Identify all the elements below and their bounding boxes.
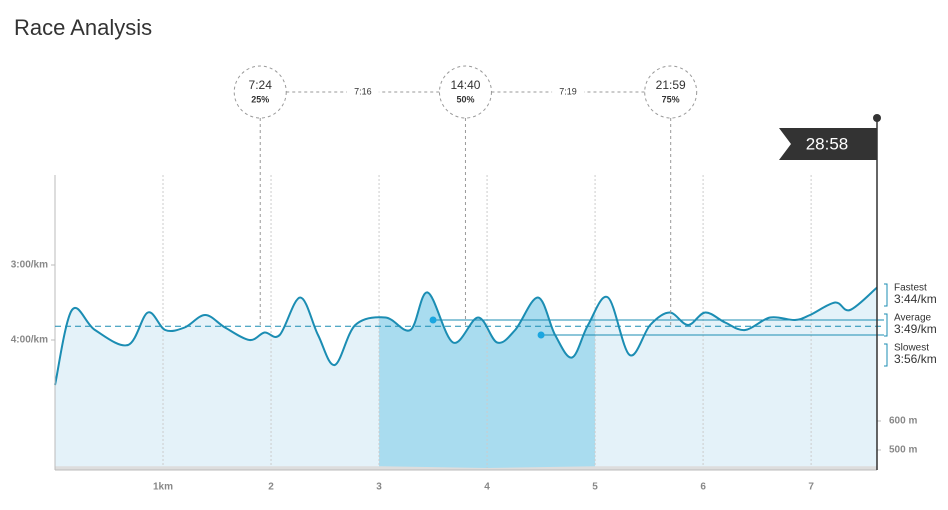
split-percent: 25%: [251, 94, 269, 104]
x-tick-label: 5: [592, 482, 598, 493]
interval-label: 7:19: [559, 86, 577, 96]
slowest-dot: [537, 331, 545, 339]
interval-bg: [552, 85, 585, 99]
x-tick-label: 1km: [153, 482, 173, 493]
finish-flag: [779, 128, 877, 160]
x-tick-label: 3: [376, 482, 382, 493]
split-percent: 75%: [662, 94, 680, 104]
fastest-dot: [429, 316, 437, 324]
finish-time: 28:58: [806, 134, 849, 153]
split-time: 21:59: [656, 78, 686, 92]
split-percent: 50%: [456, 94, 474, 104]
chart-title: Race Analysis: [14, 15, 152, 40]
split-time: 14:40: [450, 78, 480, 92]
average-bracket: [884, 313, 888, 337]
interval-bg: [346, 85, 379, 99]
x-tick-label: 6: [700, 482, 706, 493]
fastest-label: Fastest: [894, 283, 927, 294]
x-tick-label: 2: [268, 482, 274, 493]
fastest-value: 3:44/km: [894, 292, 937, 306]
finish-dot: [873, 114, 881, 122]
pace-line: [54, 286, 878, 386]
slowest-label: Slowest: [894, 343, 929, 354]
slowest-bracket: [884, 343, 888, 367]
average-label: Average: [894, 313, 932, 324]
y-tick-label: 4:00/km: [11, 335, 48, 346]
x-tick-label: 4: [484, 482, 490, 493]
split-time: 7:24: [249, 78, 273, 92]
y2-tick-label: 600 m: [889, 416, 917, 427]
interval-label: 7:16: [354, 86, 372, 96]
x-tick-label: 7: [808, 482, 814, 493]
y-tick-label: 3:00/km: [11, 260, 48, 271]
y2-tick-label: 500 m: [889, 445, 917, 456]
fastest-bracket: [884, 283, 888, 307]
average-value: 3:49/km: [894, 322, 937, 336]
elevation-area: [55, 466, 877, 470]
slowest-value: 3:56/km: [894, 352, 937, 366]
split-circle: [644, 65, 698, 119]
